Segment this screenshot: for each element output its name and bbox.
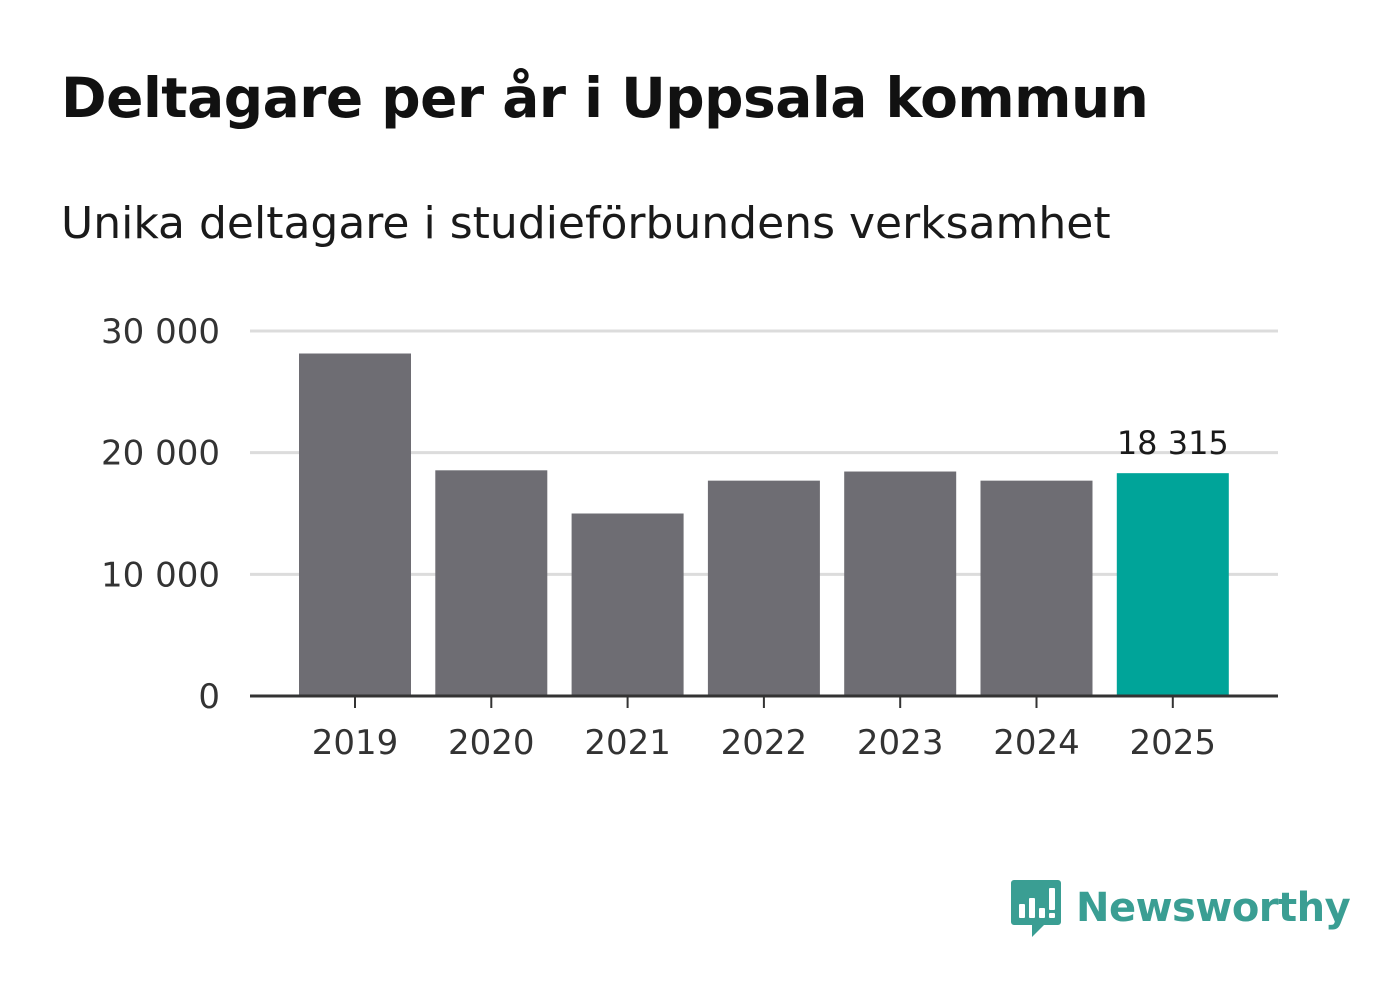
logo-text: Newsworthy — [1076, 885, 1351, 931]
bar-2023 — [844, 471, 957, 696]
bar-2020 — [435, 470, 548, 696]
y-axis-ticks: 0 10 000 20 000 30 000 — [101, 312, 220, 717]
x-tick-label-2025: 2025 — [1130, 723, 1217, 763]
data-label-2025: 18 315 — [1117, 424, 1229, 462]
x-tick-label-2022: 2022 — [721, 723, 808, 763]
chart-title: Deltagare per år i Uppsala kommun — [61, 66, 1149, 130]
bars — [299, 353, 1229, 696]
y-tick-label: 0 — [198, 677, 220, 717]
newsworthy-chart-bubble-icon — [1011, 880, 1061, 937]
y-tick-label: 20 000 — [101, 434, 220, 474]
y-tick-label: 10 000 — [101, 555, 220, 595]
bar-2022 — [707, 480, 820, 696]
bar-2024 — [980, 480, 1093, 696]
bar-2019 — [299, 353, 411, 696]
x-tick-label-2021: 2021 — [584, 723, 671, 763]
x-tick-label-2023: 2023 — [857, 723, 944, 763]
y-tick-label: 30 000 — [101, 312, 220, 352]
newsworthy-logo: Newsworthy — [1010, 878, 1351, 938]
x-axis-ticks: 2019 2020 2021 2022 2023 2024 2025 — [312, 696, 1216, 763]
chart-subtitle: Unika deltagare i studieförbundens verks… — [61, 198, 1111, 249]
x-tick-label-2024: 2024 — [993, 723, 1080, 763]
data-labels: 18 315 — [1117, 424, 1229, 462]
bar-2021 — [571, 513, 684, 696]
x-tick-label-2019: 2019 — [312, 723, 399, 763]
x-tick-label-2020: 2020 — [448, 723, 535, 763]
bar-2025 — [1116, 473, 1229, 696]
